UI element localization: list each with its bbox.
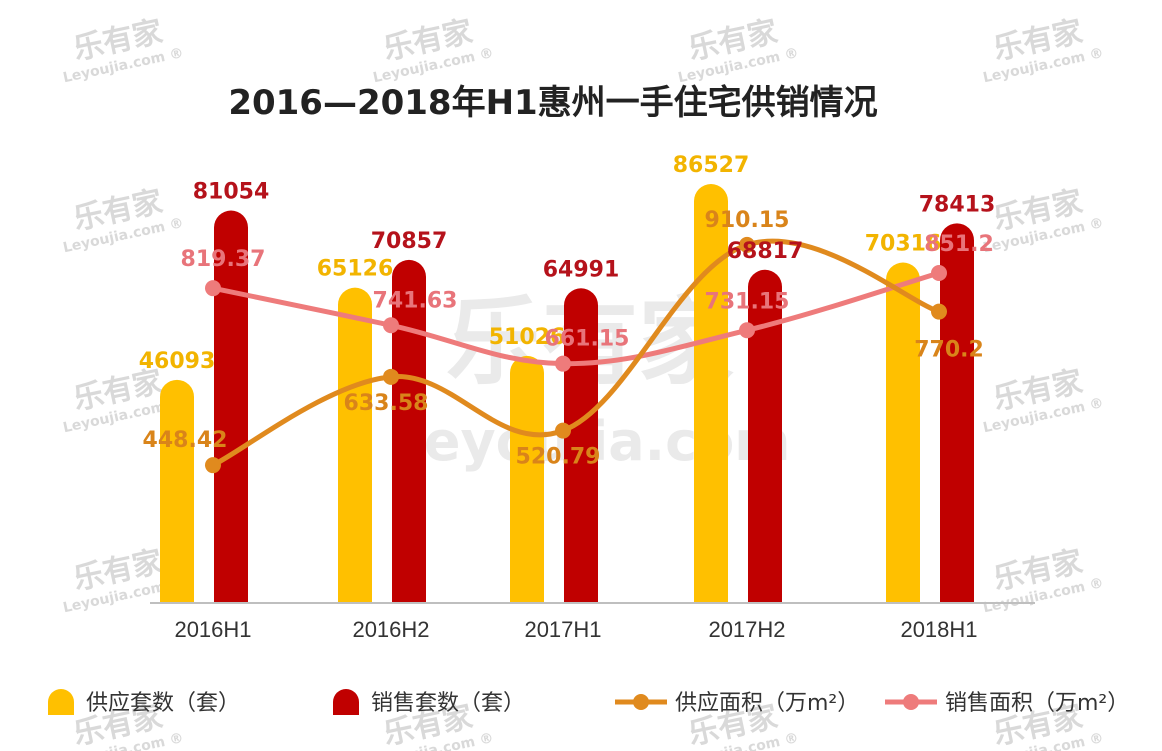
chart-title: 2016—2018年H1惠州一手住宅供销情况 [228,83,877,123]
supply-units-bar-4 [886,262,920,603]
supply-area-point-2 [555,422,571,439]
legend-swatch-1 [333,689,359,715]
supply-area-label-3: 910.15 [705,208,790,233]
lines-layer [205,236,947,474]
x-tick-label-2: 2017H1 [524,617,601,642]
supply-units-label-3: 86527 [673,153,750,178]
sales-area-label-3: 731.15 [705,289,790,314]
x-tick-label-3: 2017H2 [708,617,785,642]
supply-area-label-2: 520.79 [516,445,601,470]
legend-label-3: 销售面积（万m²） [945,691,1129,716]
sales-units-label-2: 64991 [543,257,620,282]
legend: 供应套数（套） 销售套数（套） 供应面积（万m²） 销售面积（万m²） [48,689,1129,716]
supply-area-point-1 [383,368,399,385]
x-axis-ticks: 2016H1 2016H2 2017H1 2017H2 2018H1 [174,617,977,642]
supply-units-bar-3 [694,184,728,604]
sales-area-label-4: 851.2 [924,232,994,257]
legend-item-3: 销售面积（万m²） [885,691,1129,716]
supply-units-bar-2 [510,355,544,603]
supply-area-label-4: 770.2 [914,338,984,363]
supply-area-point-3 [739,236,755,253]
sales-units-bar-2 [564,288,598,603]
legend-label-2: 供应面积（万m²） [675,691,859,716]
legend-marker-2 [633,694,649,710]
supply-area-point-4 [931,303,947,320]
sales-units-bar-0 [214,210,248,603]
legend-item-0: 供应套数（套） [48,689,240,716]
legend-label-0: 供应套数（套） [86,691,240,716]
supply-units-label-4: 70316 [865,232,942,257]
sales-area-point-2 [555,355,571,372]
sales-area-label-1: 741.63 [373,288,458,313]
sales-area-point-1 [383,317,399,334]
sales-units-label-0: 81054 [193,180,270,205]
sales-units-label-4: 78413 [919,192,996,217]
x-tick-label-1: 2016H2 [352,617,429,642]
sales-area-point-0 [205,280,221,297]
x-tick-label-4: 2018H1 [900,617,977,642]
supply-area-label-1: 633.58 [344,391,429,416]
sales-units-bar-4 [940,223,974,604]
sales-units-label-1: 70857 [371,229,448,254]
sales-area-label-0: 819.37 [181,247,266,272]
supply-area-label-0: 448.42 [143,428,228,453]
legend-marker-3 [903,694,919,710]
supply-units-label-1: 65126 [317,257,394,282]
sales-area-point-4 [931,264,947,281]
sales-area-point-3 [739,322,755,339]
legend-label-1: 销售套数（套） [371,691,525,716]
sales-units-label-3: 68817 [727,239,804,264]
sales-units-bar-1 [392,259,426,603]
supply-units-label-0: 46093 [139,349,216,374]
supply-units-bar-0 [160,379,194,603]
sales-units-bar-3 [748,269,782,603]
supply-units-label-2: 51026 [489,325,566,350]
data-labels: 46093 65126 51026 86527 70316 81054 70857 64991… [139,153,996,470]
bars-layer [160,184,974,604]
x-tick-label-0: 2016H1 [174,617,251,642]
sales-area-label-2: 661.15 [545,327,630,352]
legend-item-1: 销售套数（套） [333,689,525,716]
supply-units-bar-1 [338,287,372,603]
legend-item-2: 供应面积（万m²） [615,691,859,716]
legend-swatch-0 [48,689,74,715]
supply-area-point-0 [205,457,221,474]
